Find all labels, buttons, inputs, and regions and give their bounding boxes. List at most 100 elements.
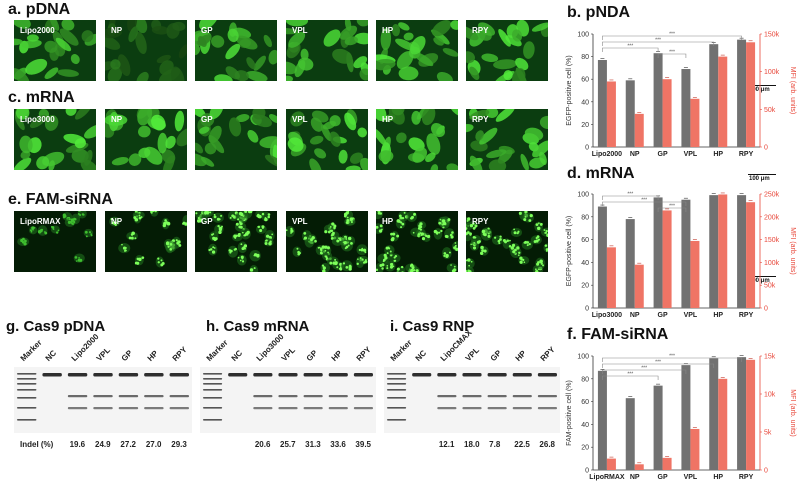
- bar-mfi: [606, 247, 616, 308]
- parent-band: [412, 373, 432, 377]
- cleaved-band: [169, 407, 189, 410]
- indel-value: 22.5: [514, 440, 530, 449]
- category-label: NP: [630, 474, 640, 481]
- y-axis-label: EGFP-positive cell (%): [566, 55, 573, 125]
- y2-tick-label: 10k: [764, 392, 776, 399]
- significance-marker: ***: [627, 372, 633, 378]
- gel-bands: [203, 373, 373, 421]
- bar-mfi: [718, 194, 728, 308]
- micrograph-a-6: RPY: [466, 20, 548, 81]
- cleaved-band: [144, 395, 164, 398]
- cleaved-band: [67, 407, 88, 410]
- parent-band: [537, 373, 557, 377]
- parent-band: [42, 373, 62, 377]
- category-label: VPL: [684, 474, 698, 481]
- cleaved-band: [437, 395, 457, 398]
- bar-percent: [653, 197, 663, 308]
- indel-value: 27.2: [120, 440, 136, 449]
- micrograph-c-3: GP: [195, 109, 277, 170]
- gel-bands: [387, 373, 557, 421]
- micrograph-c-2: NP: [105, 109, 187, 170]
- y2-tick-label: 0: [764, 145, 768, 152]
- cleaved-band: [303, 407, 323, 410]
- bar-mfi: [718, 56, 728, 147]
- cleaved-band: [67, 395, 88, 398]
- bar-mfi: [718, 378, 728, 470]
- micrograph-image: [376, 20, 458, 81]
- significance-marker: ***: [655, 38, 661, 44]
- micrograph-image: [466, 211, 548, 272]
- category-label: HP: [713, 312, 723, 319]
- micrograph-label: VPL: [292, 217, 308, 226]
- significance-marker: ***: [669, 50, 675, 56]
- micrograph-label: RPY: [472, 115, 489, 124]
- significance-marker: ***: [669, 354, 675, 360]
- category-label: RPY: [739, 312, 754, 319]
- marker-band: [387, 389, 407, 391]
- category-label: HP: [713, 151, 723, 158]
- significance-marker: ***: [641, 366, 647, 372]
- y-axis-label: EGFP-positive cell (%): [566, 216, 573, 286]
- cleaved-band: [487, 395, 507, 398]
- marker-band: [17, 407, 37, 409]
- marker-band: [387, 397, 407, 399]
- y2-tick-label: 15k: [764, 354, 776, 361]
- micrograph-label: Lipo2000: [20, 26, 55, 35]
- indel-value: 39.5: [355, 440, 371, 449]
- chart-2: d. mRNA 0 20 40 60 80 100 0 50k 100k 150k 200k 250k E…: [566, 165, 796, 319]
- marker-band: [387, 373, 407, 375]
- marker-band: [203, 407, 223, 409]
- cleaved-band: [512, 395, 532, 398]
- parent-band: [437, 373, 457, 377]
- y2-tick-label: 100k: [764, 260, 780, 267]
- y2-tick-label: 50k: [764, 107, 776, 114]
- y2-axis-label: MFI (arb. units): [789, 67, 796, 114]
- category-label: HP: [713, 474, 723, 481]
- micrograph-c-1: Lipo3000: [14, 109, 96, 170]
- micrograph-label: RPY: [472, 26, 489, 35]
- micrograph-e-6: RPY: [466, 211, 548, 272]
- gel-image-g: [14, 367, 192, 433]
- gel-image-h: [200, 367, 376, 433]
- micrograph-label: VPL: [292, 26, 308, 35]
- micrograph-a-1: Lipo2000: [14, 20, 96, 81]
- micrograph-label: GP: [201, 217, 213, 226]
- significance-marker: ***: [669, 32, 675, 38]
- y-tick-label: 100: [577, 32, 589, 39]
- significance-marker: ***: [669, 204, 675, 210]
- micrograph-label: HP: [382, 26, 394, 35]
- significance-bracket: [602, 35, 742, 40]
- marker-band: [203, 373, 223, 375]
- y-tick-label: 20: [581, 283, 589, 290]
- micrograph-label: VPL: [292, 115, 308, 124]
- category-label: GP: [658, 312, 668, 319]
- panel-i-title: i. Cas9 RNP: [390, 318, 475, 335]
- bar-percent: [597, 370, 607, 470]
- bar-percent: [709, 44, 719, 147]
- micrograph-e-3: GP: [195, 211, 277, 272]
- indel-value: 33.6: [330, 440, 346, 449]
- cleaved-band: [512, 407, 532, 410]
- micrograph-image: [466, 20, 548, 81]
- y2-axis-label: MFI (arb. units): [789, 389, 796, 436]
- micrograph-image: [286, 109, 368, 170]
- y2-axis-label: MFI (arb. units): [789, 227, 796, 274]
- y-tick-label: 20: [581, 122, 589, 129]
- panel-e-title: e. FAM-siRNA: [8, 191, 113, 208]
- bar-mfi: [606, 458, 616, 470]
- category-label: LipoRMAX: [589, 474, 625, 481]
- cleaved-band: [93, 395, 113, 398]
- indel-value: 25.7: [280, 440, 296, 449]
- marker-band: [387, 419, 407, 421]
- y-tick-label: 40: [581, 99, 589, 106]
- marker-band: [203, 378, 223, 380]
- chart-3: f. FAM-siRNA 0 20 40 60 80 100 0 5k 10k 15k FAM-pos…: [566, 326, 796, 481]
- bar-percent: [681, 69, 691, 147]
- micrograph-a-3: GP: [195, 20, 277, 81]
- bar-percent: [653, 385, 663, 470]
- indel-value: 27.0: [145, 440, 162, 449]
- cleaved-band: [353, 407, 373, 410]
- scale-label-e: 100 μm: [749, 278, 770, 284]
- y2-tick-label: 0: [764, 468, 768, 475]
- micrograph-e-4: VPL: [286, 211, 368, 272]
